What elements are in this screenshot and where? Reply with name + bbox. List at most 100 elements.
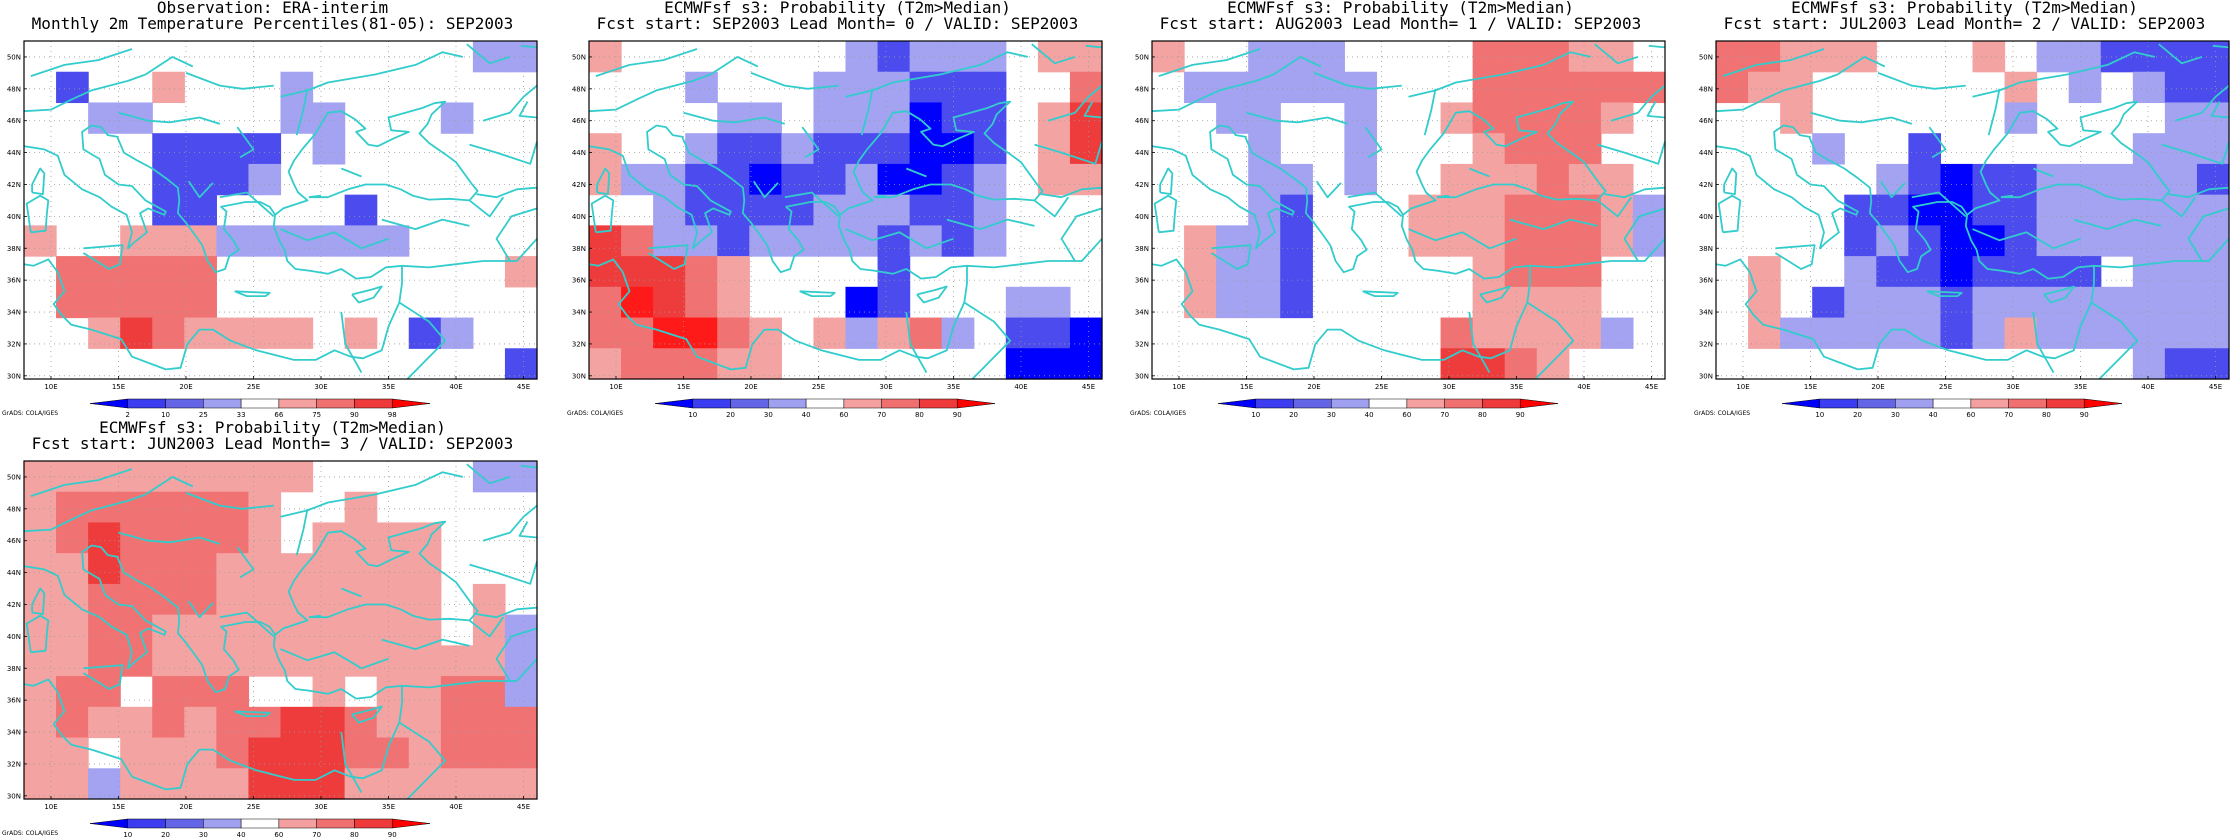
lat-tick-label: 38N [1135,245,1149,253]
grid-cell [621,348,654,380]
grid-cell [1216,286,1249,319]
colorbar-swatch [240,398,280,409]
grid-cell [1069,133,1103,165]
lat-tick-label: 30N [1699,372,1713,380]
lat-tick-label: 40N [1135,213,1149,221]
grid-cell [1037,286,1071,319]
coastline [236,126,255,159]
grid-cell [1069,163,1103,196]
lon-tick-label: 40E [1577,383,1590,391]
lon-tick-label: 45E [2209,383,2222,391]
lat-tick-label: 48N [1135,85,1149,93]
grid-cell [1812,317,1845,349]
grid-cell [589,286,622,319]
grid-cell [24,706,57,739]
coastline [82,664,124,690]
coastline [1610,84,1665,122]
colorbar-swatch [354,818,393,829]
grid-cell [2164,133,2198,165]
grid-cell [472,583,506,616]
coastline [476,186,537,199]
grid-cell [216,317,250,349]
grid-cell [344,737,378,769]
lon-tick-label: 45E [1645,383,1658,391]
grid-cell [344,317,378,349]
grid-cell [184,256,217,288]
grid-cell [2132,256,2166,288]
colorbar-label: 30 [764,411,773,419]
panel-0: Observation: ERA-interim Monthly 2m Temp… [0,0,545,420]
grid-cell [973,225,1007,257]
coastline [1526,301,1575,379]
map-plot: 50N 48N 46N 44N 42N 40N 38N 36N 34N 32N 30N 10E 15E 2… [1694,40,2230,419]
grid-cell [1632,71,1666,104]
grid-cell [653,225,686,257]
coastline [187,600,214,619]
grid-cell [88,256,121,288]
grid-cell [376,737,410,769]
grid-cell [1005,348,1039,380]
colorbar-swatch [316,818,355,829]
grid-cell [589,225,622,257]
grid-cell [1504,348,1538,380]
coastline [469,141,537,165]
coastline [1083,101,1102,119]
colorbar-label: 40 [802,411,811,419]
grid-cell [717,225,750,257]
coastline [351,285,383,304]
grid-cell [440,645,474,677]
coastline [1273,56,1322,76]
grid-cell [248,163,282,196]
grid-cell [312,553,346,585]
grid-cell [312,614,346,646]
coastline [2210,101,2229,119]
colorbar-label: 10 [161,411,170,419]
grid-cell [1280,71,1313,104]
colorbar-label: 30 [199,831,208,839]
grid-cell [2164,348,2198,380]
grid-cell [152,225,185,257]
coastline [24,493,146,533]
grid-cell [56,645,89,677]
lat-tick-label: 38N [7,665,21,673]
colorbar-swatch [127,818,166,829]
grid-cell [973,41,1007,73]
grid-cell [685,286,718,319]
lat-tick-label: 48N [7,505,21,513]
grid-cell [184,225,217,257]
grid-cell [2068,256,2102,288]
coastline [340,311,363,374]
coastline [1648,44,1665,49]
coastline [234,710,271,717]
grid-cell [2100,286,2134,319]
grid-cell [1248,194,1281,226]
grid-cell [408,706,442,739]
lon-tick-label: 35E [382,803,395,811]
grid-cell [408,583,442,616]
colorbar-label: 90 [2080,411,2089,419]
coastline [1774,244,1816,270]
lat-tick-label: 32N [1135,340,1149,348]
grid-cell [184,583,217,616]
coastline [468,616,505,638]
coastline [1047,84,1102,122]
grid-cell [877,163,911,196]
panel-title-sub: Fcst start: SEP2003 Lead Month= 0 / VALI… [596,14,1079,33]
grid-cell [216,522,250,554]
coastline [916,285,948,304]
grid-cell [717,133,750,165]
colorbar-label: 75 [312,411,321,419]
grads-credit: GrADS: COLA/IGES [2,830,58,837]
lat-tick-label: 38N [1699,245,1713,253]
grid-cell [120,256,153,288]
coastline [295,88,309,136]
grid-cell [56,522,89,554]
grid-cell [1972,41,2006,73]
grid-cell [1504,317,1538,349]
colorbar-swatch [278,818,317,829]
grid-cell [1037,163,1071,196]
lon-tick-label: 25E [812,383,825,391]
grid-cell [184,645,217,677]
grid-cell [909,163,943,196]
lat-tick-label: 50N [572,53,586,61]
